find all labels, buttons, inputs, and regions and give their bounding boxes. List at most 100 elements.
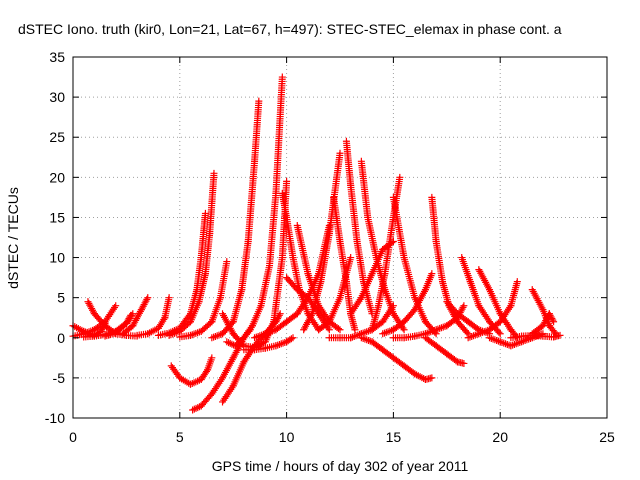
data-point — [546, 311, 554, 319]
data-point — [334, 325, 342, 333]
series-23 — [330, 193, 359, 334]
x-tick-label: 0 — [69, 429, 77, 445]
series-33 — [421, 334, 468, 367]
series-16 — [240, 334, 297, 354]
data-point — [194, 404, 202, 412]
data-point — [189, 406, 197, 414]
data-point — [347, 254, 355, 262]
chart-title: dSTEC Iono. truth (kir0, Lon=21, Lat=67,… — [18, 21, 562, 37]
data-point — [336, 326, 344, 334]
y-tick-label: -10 — [45, 410, 65, 426]
data-point — [336, 149, 344, 157]
y-tick-label: 35 — [49, 49, 65, 65]
x-axis-label: GPS time / hours of day 302 of year 2011 — [212, 458, 469, 474]
series-25 — [357, 157, 408, 334]
data-point — [389, 238, 397, 246]
data-point — [388, 239, 396, 247]
data-point — [289, 334, 297, 342]
y-tick-label: 20 — [49, 169, 65, 185]
y-tick-label: -5 — [53, 370, 66, 386]
series-21 — [300, 149, 344, 334]
series-37 — [464, 278, 521, 342]
axis-ticks: 0 5 10 15 20 25 -10 -5 0 5 10 15 20 25 30 35 — [45, 49, 615, 445]
data-point — [127, 311, 135, 319]
data-point — [223, 338, 231, 346]
data-point — [495, 328, 503, 336]
x-tick-label: 20 — [492, 429, 508, 445]
data-point — [165, 294, 173, 302]
y-axis-label: dSTEC / TECUs — [5, 187, 21, 289]
data-point — [201, 209, 209, 217]
data-point — [459, 303, 467, 311]
data-point — [278, 73, 286, 81]
series-31 — [379, 270, 436, 338]
data-points — [69, 73, 564, 414]
series-7 — [167, 354, 216, 388]
data-point — [287, 335, 295, 343]
x-tick-label: 25 — [599, 429, 615, 445]
data-point — [192, 404, 200, 412]
y-tick-label: 15 — [49, 209, 65, 225]
data-point — [396, 173, 404, 181]
data-point — [550, 318, 558, 326]
y-tick-label: 0 — [57, 330, 65, 346]
series-28 — [347, 238, 397, 318]
y-tick-label: 25 — [49, 129, 65, 145]
data-point — [428, 270, 436, 278]
series-13 — [208, 97, 263, 342]
data-point — [550, 328, 558, 336]
data-point — [210, 169, 218, 177]
data-point — [122, 319, 130, 327]
series-10 — [176, 258, 231, 341]
x-tick-label: 5 — [176, 429, 184, 445]
data-point — [545, 310, 553, 318]
data-point — [247, 323, 255, 331]
series-4 — [101, 311, 135, 340]
data-point — [452, 357, 460, 365]
data-point — [144, 294, 152, 302]
data-point — [463, 328, 471, 336]
data-point — [552, 330, 560, 338]
data-point — [389, 302, 397, 310]
data-point — [460, 302, 468, 310]
data-point — [123, 318, 131, 326]
data-point — [547, 313, 555, 321]
data-point — [351, 326, 359, 334]
y-tick-label: 5 — [57, 290, 65, 306]
series-22 — [315, 254, 355, 334]
x-tick-label: 10 — [279, 429, 295, 445]
series-42 — [528, 310, 558, 338]
y-tick-label: 30 — [49, 89, 65, 105]
data-point — [112, 302, 120, 310]
series-32 — [389, 302, 468, 342]
data-point — [428, 374, 436, 382]
x-tick-label: 15 — [386, 429, 402, 445]
data-point — [274, 315, 282, 323]
data-point — [460, 359, 468, 367]
data-point — [203, 367, 210, 375]
data-point — [400, 326, 408, 334]
series-27 — [389, 193, 440, 338]
series-29 — [325, 302, 397, 342]
data-point — [125, 315, 133, 323]
plot-frame — [72, 56, 608, 419]
data-point — [124, 316, 132, 324]
data-point — [325, 326, 333, 334]
data-point — [225, 339, 233, 347]
data-point — [556, 331, 564, 339]
data-point — [208, 354, 216, 362]
data-point — [283, 177, 291, 185]
series-6 — [133, 294, 173, 339]
data-point — [513, 278, 521, 286]
data-point — [548, 315, 556, 323]
data-point — [255, 97, 263, 105]
series-5 — [118, 294, 152, 339]
series-14 — [223, 73, 286, 350]
series-30 — [357, 334, 436, 383]
y-tick-label: 10 — [49, 250, 65, 266]
series-36 — [458, 254, 504, 338]
series-9 — [165, 169, 218, 339]
data-point — [226, 339, 234, 347]
